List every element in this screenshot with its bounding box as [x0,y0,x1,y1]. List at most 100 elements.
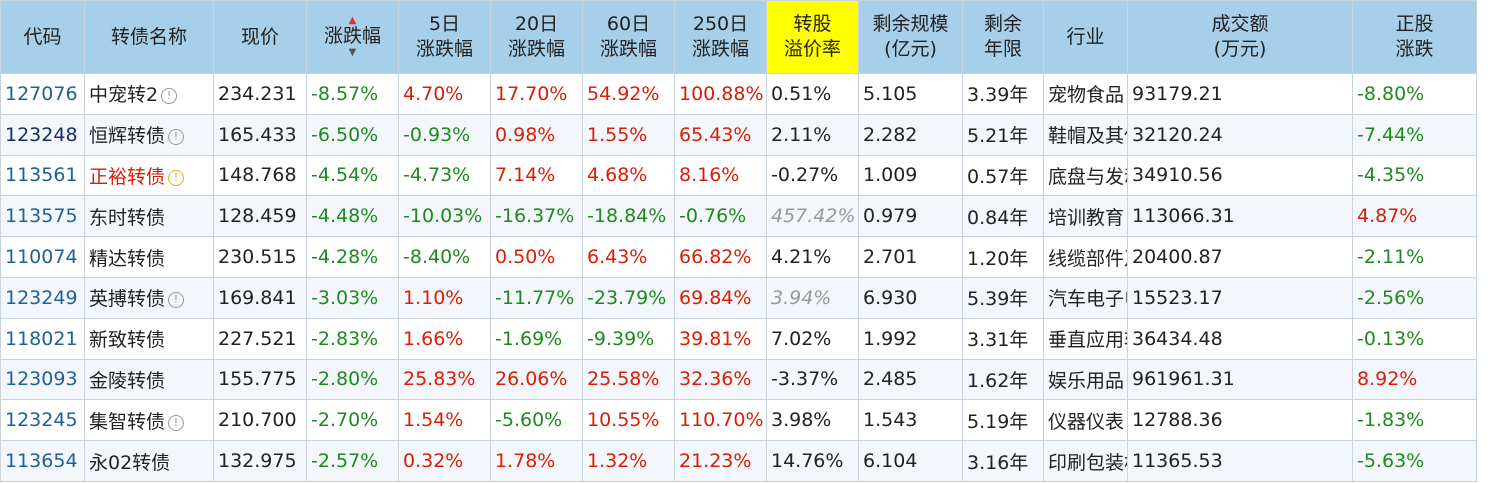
bond-name-cell[interactable]: 英搏转债! [84,276,214,319]
bond-name-cell[interactable]: 金陵转债 [84,358,214,401]
info-icon[interactable]: ! [168,414,185,431]
years-cell-text: 3.39年 [967,84,1029,107]
table-row[interactable]: 118021 新致转债 227.521 -2.83% 1.66% -1.69% -9.39%… [0,317,1501,360]
size-cell-text: 6.930 [863,286,918,309]
industry-cell-text: 宠物食品 [1048,84,1125,107]
volume-cell: 12788.36 [1127,399,1353,442]
header-row: 代码 转债名称 现价 ▲ 涨跌幅 ▼ 5日 涨跌幅 20日 涨跌幅 60日 涨跌幅 2… [0,0,1501,74]
table-row[interactable]: 123245 集智转债! 210.700 -2.70% 1.54% -5.60% 10.55… [0,399,1501,442]
col-header-price[interactable]: 现价 [213,0,307,74]
volume-cell-text: 36434.48 [1132,327,1223,350]
price-cell: 234.231 [213,73,307,115]
bond-name-cell[interactable]: 恒辉转债! [84,113,214,156]
premium-cell: 3.98% [766,399,859,442]
change-cell: -4.28% [306,236,399,278]
volume-cell-text: 32120.24 [1132,123,1223,146]
industry-cell: 线缆部件及其他 [1043,236,1128,278]
col-header-name[interactable]: 转债名称 [84,0,214,74]
col-header-industry[interactable]: 行业 [1043,0,1128,74]
change-250d-cell-text: 32.36% [679,368,752,391]
change-5d-cell-text: -4.73% [403,164,471,187]
change-20d-cell-text: 1.78% [495,450,556,473]
change-60d-cell: -23.79% [582,276,675,319]
bond-code-cell[interactable]: 113561 [0,154,85,197]
bond-name-cell[interactable]: 东时转债 [84,195,214,238]
premium-cell-text: -3.37% [771,368,839,391]
change-5d-cell-text: 1.10% [403,286,464,309]
bond-name-cell[interactable]: 集智转债! [84,399,214,442]
change-5d-cell: 1.66% [398,317,491,360]
bond-code-cell[interactable]: 123093 [0,358,85,401]
price-cell: 230.515 [213,236,307,278]
bond-code-cell-text: 113561 [5,164,78,187]
col-header-change-60d[interactable]: 60日 涨跌幅 [582,0,675,74]
stock-change-cell-text: -2.56% [1357,286,1425,309]
change-250d-cell-text: 39.81% [679,327,752,350]
col-header-volume[interactable]: 成交额 (万元) [1127,0,1353,74]
info-icon[interactable]: ! [161,88,178,105]
info-icon[interactable]: ! [168,292,185,309]
years-cell: 0.84年 [962,195,1044,238]
premium-cell: 0.51% [766,73,859,115]
price-cell: 165.433 [213,113,307,156]
change-5d-cell: 1.10% [398,276,491,319]
bond-name-cell-text: 东时转债 [89,206,166,229]
change-60d-cell: -18.84% [582,195,675,238]
price-cell-text: 169.841 [218,286,297,309]
bond-name-cell[interactable]: 新致转债 [84,317,214,360]
table-row[interactable]: 113561 正裕转债! 148.768 -4.54% -4.73% 7.14% 4.68%… [0,154,1501,197]
industry-cell-text: 底盘与发动机系统 [1048,165,1127,188]
table-row[interactable]: 113654 永02转债 132.975 -2.57% 0.32% 1.78% 1.32% 2… [0,440,1501,482]
change-cell-text: -2.80% [311,368,379,391]
stock-change-cell-text: -5.63% [1357,450,1425,473]
change-cell: -8.57% [306,73,399,115]
table-row[interactable]: 113575 东时转债 128.459 -4.48% -10.03% -16.37% -18… [0,195,1501,238]
bond-code-cell[interactable]: 123248 [0,113,85,156]
col-header-stock-change[interactable]: 正股 涨跌 [1352,0,1477,74]
bond-code-cell[interactable]: 110074 [0,236,85,278]
years-cell: 3.39年 [962,73,1044,115]
change-20d-cell: 1.78% [490,440,583,482]
bond-name-cell[interactable]: 正裕转债! [84,154,214,197]
bond-name-cell[interactable]: 永02转债 [84,440,214,482]
bond-code-cell[interactable]: 123249 [0,276,85,319]
change-20d-cell: -11.77% [490,276,583,319]
bond-code-cell[interactable]: 118021 [0,317,85,360]
col-header-change-250d[interactable]: 250日 涨跌幅 [674,0,767,74]
bond-name-cell[interactable]: 精达转债 [84,236,214,278]
col-header-change[interactable]: ▲ 涨跌幅 ▼ [306,0,399,74]
col-header-change-5d[interactable]: 5日 涨跌幅 [398,0,491,74]
bond-code-cell[interactable]: 113654 [0,440,85,482]
industry-cell-text: 垂直应用软件 [1048,329,1127,352]
table-row[interactable]: 123249 英搏转债! 169.841 -3.03% 1.10% -11.77% -23.… [0,276,1501,319]
change-20d-cell: -16.37% [490,195,583,238]
col-header-change-20d[interactable]: 20日 涨跌幅 [490,0,583,74]
table-row[interactable]: 127076 中宠转2! 234.231 -8.57% 4.70% 17.70% 54.92… [0,73,1501,115]
change-20d-cell: -5.60% [490,399,583,442]
price-cell-text: 234.231 [218,82,297,105]
bond-code-cell[interactable]: 123245 [0,399,85,442]
info-icon[interactable]: ! [168,129,185,146]
warning-icon[interactable]: ! [168,169,185,186]
bond-code-cell[interactable]: 127076 [0,73,85,115]
table-row[interactable]: 123093 金陵转债 155.775 -2.80% 25.83% 26.06% 25.58… [0,358,1501,401]
bond-code-cell[interactable]: 113575 [0,195,85,238]
table-row[interactable]: 110074 精达转债 230.515 -4.28% -8.40% 0.50% 6.43% 6… [0,236,1501,278]
col-header-size[interactable]: 剩余规模 (亿元) [858,0,963,74]
volume-cell: 15523.17 [1127,276,1353,319]
change-5d-cell: 4.70% [398,73,491,115]
industry-cell-text: 娱乐用品 [1048,369,1125,392]
volume-cell: 36434.48 [1127,317,1353,360]
change-cell: -3.03% [306,276,399,319]
table-row[interactable]: 123248 恒辉转债! 165.433 -6.50% -0.93% 0.98% 1.55%… [0,113,1501,156]
bond-name-cell[interactable]: 中宠转2! [84,73,214,115]
col-header-premium[interactable]: 转股 溢价率 [766,0,859,74]
premium-cell: 14.76% [766,440,859,482]
col-header-years[interactable]: 剩余 年限 [962,0,1044,74]
size-cell-text: 2.701 [863,246,918,269]
stock-change-cell: -2.56% [1352,276,1477,319]
col-header-code[interactable]: 代码 [0,0,85,74]
change-cell-text: -4.48% [311,205,379,228]
premium-cell-text: 0.51% [771,82,832,105]
volume-cell: 113066.31 [1127,195,1353,238]
